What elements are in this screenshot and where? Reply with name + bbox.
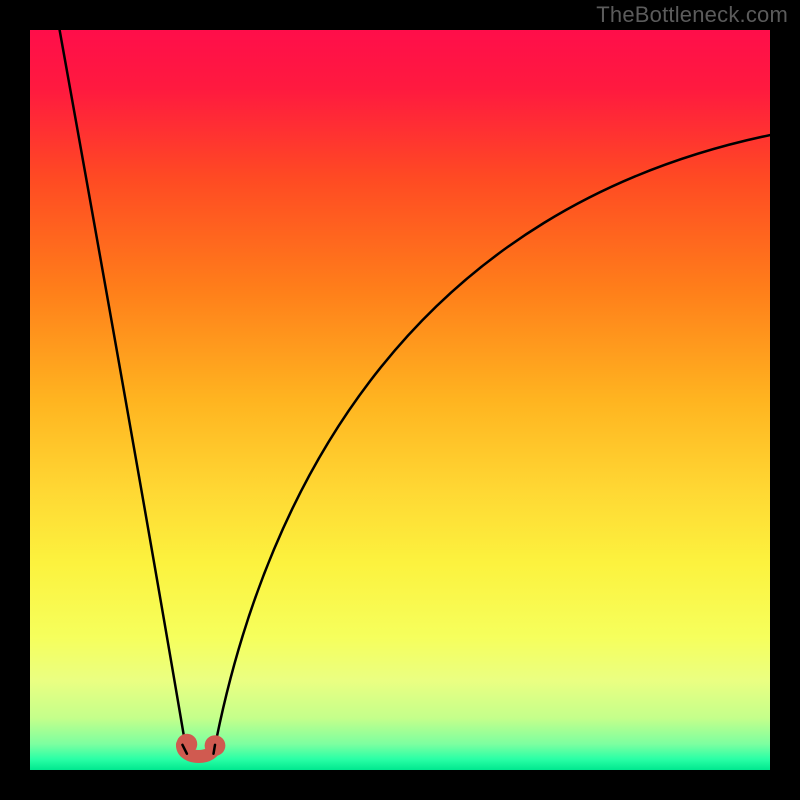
bottleneck-chart bbox=[30, 30, 770, 770]
watermark-text: TheBottleneck.com bbox=[596, 2, 788, 28]
gradient-background bbox=[30, 30, 770, 770]
plot-area bbox=[30, 30, 770, 770]
chart-frame: TheBottleneck.com bbox=[0, 0, 800, 800]
curve-right-connector bbox=[214, 745, 215, 754]
